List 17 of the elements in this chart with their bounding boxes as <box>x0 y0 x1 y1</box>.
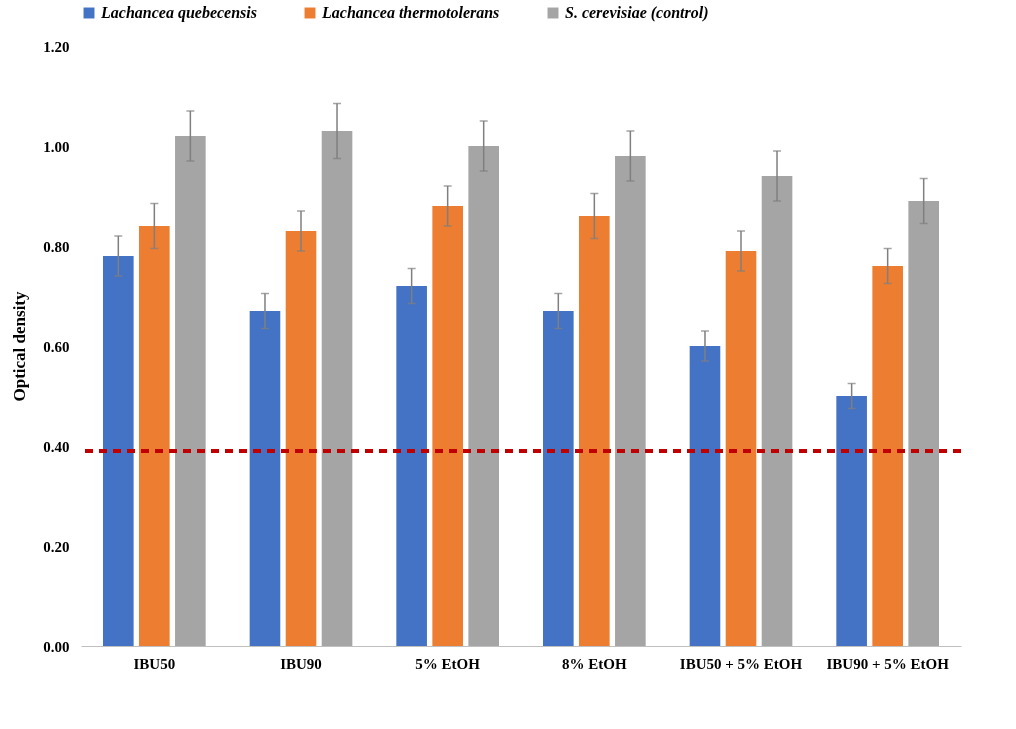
y-tick-label: 1.00 <box>43 138 70 155</box>
legend-label: Lachancea quebecensis <box>100 4 257 22</box>
y-tick-label: 0.40 <box>43 438 70 455</box>
x-tick-label: IBU90 + 5% EtOH <box>826 655 950 672</box>
x-tick-label: 5% EtOH <box>415 655 481 672</box>
x-tick-label: IBU90 <box>280 655 322 672</box>
y-axis-title: Optical density <box>10 290 30 402</box>
x-tick-label: 8% EtOH <box>562 655 627 672</box>
x-tick-label: IBU50 + 5% EtOH <box>679 655 803 672</box>
x-tick-label: IBU50 <box>133 655 176 672</box>
y-tick-label: 1.20 <box>43 38 70 55</box>
legend-label: Lachancea thermotolerans <box>321 4 500 21</box>
y-tick-label: 0.60 <box>43 338 70 355</box>
y-tick-label: 0.00 <box>43 638 70 655</box>
y-tick-label: 0.20 <box>43 538 70 555</box>
legend-label: S. cerevisiae (control) <box>565 4 709 22</box>
y-tick-label: 0.80 <box>43 238 70 255</box>
